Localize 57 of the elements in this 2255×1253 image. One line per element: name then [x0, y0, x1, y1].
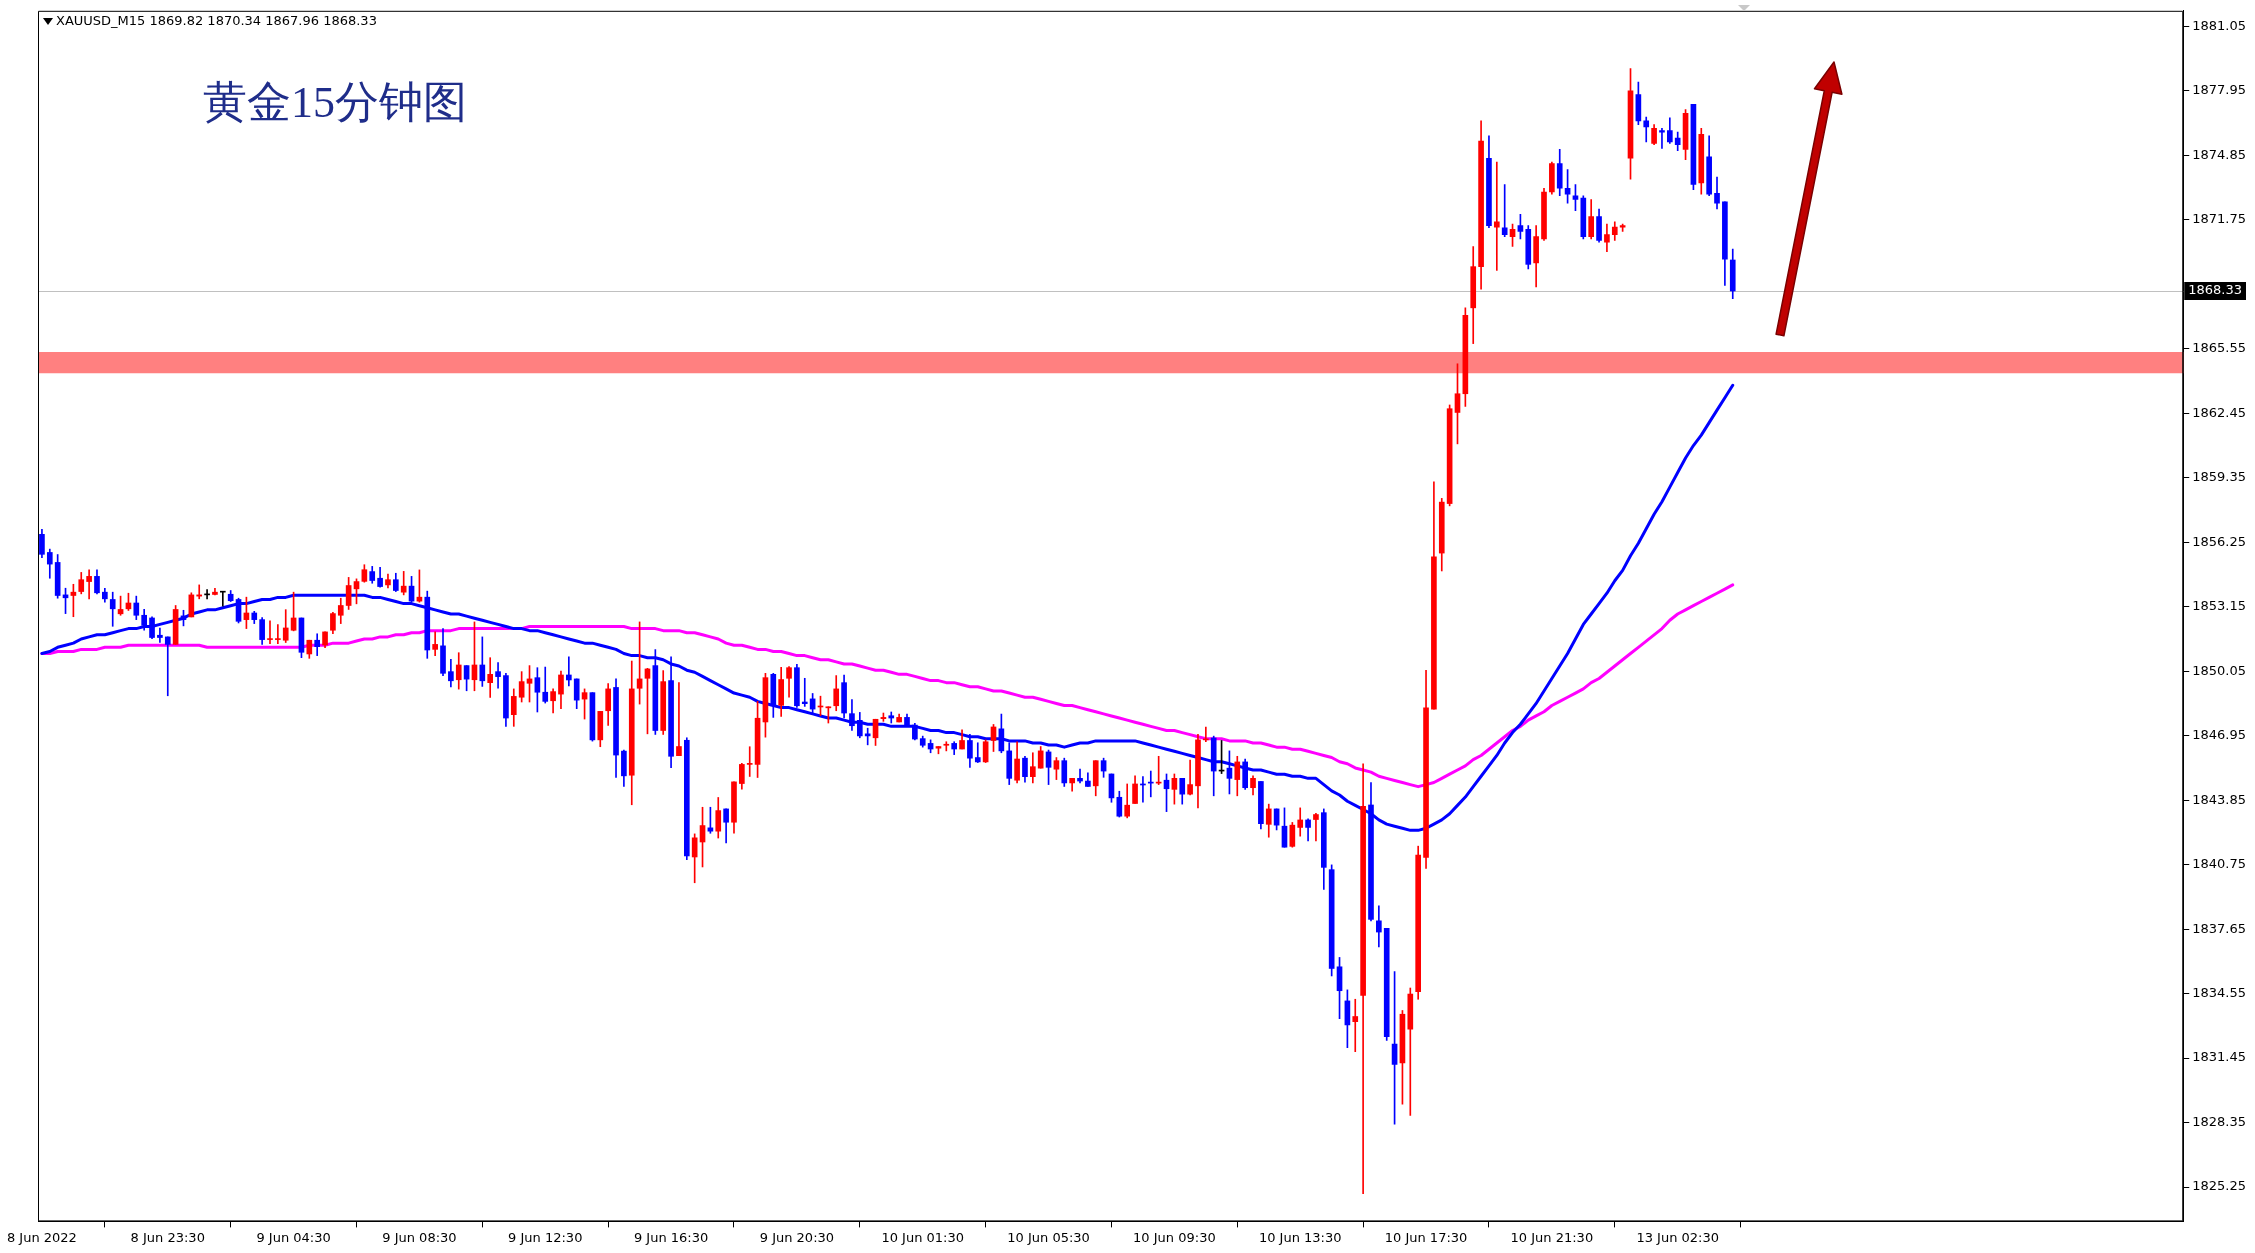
candlestick — [1352, 998, 1359, 1052]
y-tick-label: 1856.25 — [2192, 533, 2247, 549]
candlestick — [746, 746, 753, 777]
y-tick-label: 1850.05 — [2192, 662, 2247, 678]
candlestick — [1493, 161, 1500, 271]
y-tick-label: 1834.55 — [2192, 985, 2247, 1001]
candlestick — [1501, 184, 1508, 238]
y-tick-label: 1859.35 — [2192, 469, 2247, 485]
x-tick-label: 10 Jun 01:30 — [881, 1229, 965, 1245]
y-tick-label: 1877.95 — [2192, 82, 2247, 98]
y-tick-label: 1871.75 — [2192, 211, 2247, 227]
candlestick — [1313, 812, 1319, 842]
ref-line-label: 1868.33 — [2188, 282, 2243, 298]
x-tick-label: 9 Jun 20:30 — [759, 1229, 835, 1245]
y-tick-label: 1846.95 — [2192, 727, 2247, 743]
candlestick — [566, 656, 572, 687]
x-tick-label: 9 Jun 16:30 — [633, 1229, 709, 1245]
y-tick-label: 1828.35 — [2192, 1113, 2247, 1129]
candlestick — [1659, 127, 1665, 149]
y-tick-label: 1831.45 — [2192, 1049, 2247, 1065]
candlestick — [275, 624, 281, 644]
y-tick-label: 1837.65 — [2192, 920, 2247, 936]
candlestick — [974, 742, 981, 763]
candlestick — [267, 620, 273, 644]
x-tick-label: 9 Jun 12:30 — [508, 1229, 583, 1245]
candlestick — [487, 657, 494, 698]
y-tick-label: 1865.55 — [2192, 340, 2247, 356]
y-tick-label: 1881.05 — [2192, 17, 2247, 33]
candlestick — [1077, 768, 1083, 784]
y-tick-label: 1853.15 — [2192, 598, 2247, 614]
x-tick-label: 9 Jun 04:30 — [256, 1229, 331, 1245]
candlestick — [495, 662, 501, 689]
x-tick-label: 10 Jun 17:30 — [1384, 1229, 1468, 1245]
candlestick — [943, 741, 950, 752]
y-tick-label: 1862.45 — [2192, 404, 2247, 420]
text: 黄金15分钟图 — [203, 78, 467, 128]
x-tick-label: 8 Jun 2022 — [6, 1229, 77, 1245]
candlestick — [1643, 116, 1650, 143]
y-tick-label: 1840.75 — [2192, 856, 2247, 872]
x-tick-label: 10 Jun 09:30 — [1133, 1229, 1216, 1245]
candlestick — [801, 677, 808, 707]
candlestick — [219, 590, 226, 607]
candlestick — [157, 627, 163, 643]
y-tick-label: 1843.85 — [2192, 791, 2247, 807]
x-tick-label: 8 Jun 23:30 — [130, 1229, 205, 1245]
chart-subtitle: XAUUSD_M15 1869.82 1870.34 1867.96 1868.33 — [56, 13, 377, 29]
x-tick-label: 10 Jun 13:30 — [1258, 1229, 1342, 1245]
candlestick — [164, 636, 171, 697]
y-tick-label: 1874.85 — [2192, 146, 2247, 162]
candlestick — [86, 569, 92, 600]
x-tick-label: 9 Jun 08:30 — [382, 1229, 457, 1245]
candlestick — [676, 682, 682, 756]
x-tick-label: 10 Jun 21:30 — [1510, 1229, 1594, 1245]
y-tick-label: 1825.25 — [2192, 1178, 2247, 1194]
x-tick-label: 13 Jun 02:30 — [1636, 1229, 1719, 1245]
candlestick — [432, 631, 438, 656]
x-tick-label: 10 Jun 05:30 — [1007, 1229, 1090, 1245]
